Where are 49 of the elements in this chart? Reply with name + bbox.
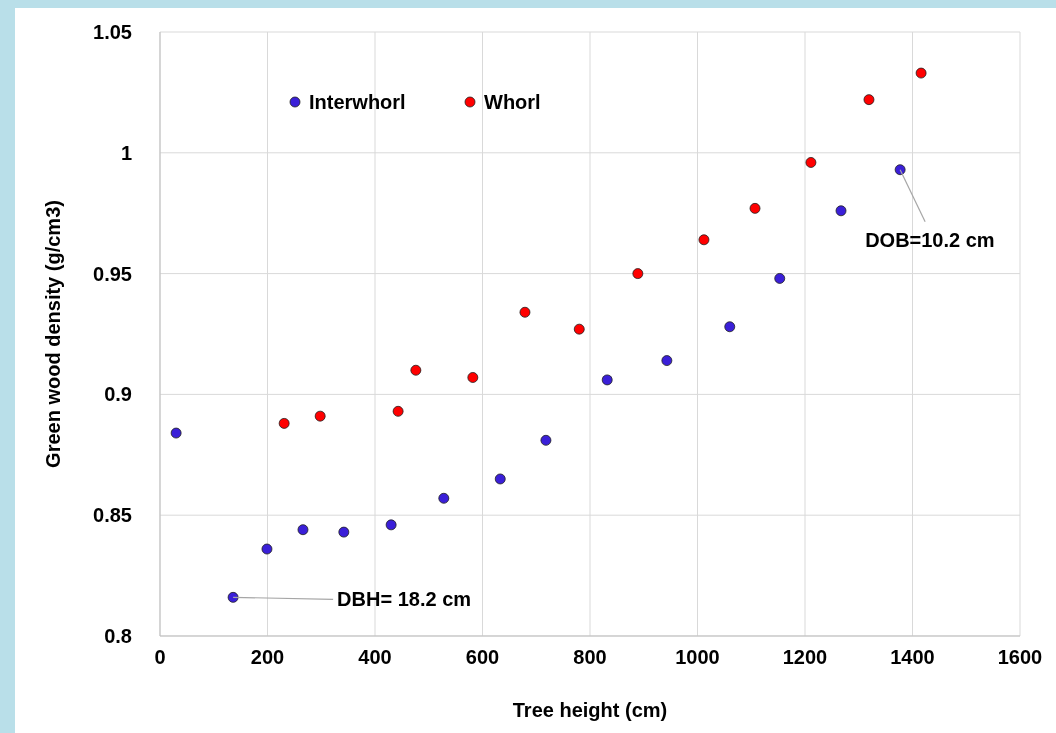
point [601, 374, 613, 386]
y-tick-label: 1.05 [93, 21, 132, 43]
point [632, 268, 644, 279]
point [915, 67, 927, 79]
y-tick-label: 1 [120, 141, 132, 164]
point [661, 355, 673, 366]
x-tick-label: 1400 [890, 646, 935, 668]
x-tick-label: 400 [358, 646, 392, 668]
legend-label: Whorl [484, 91, 541, 113]
y-tick-label: 0.85 [93, 504, 132, 527]
point [338, 526, 350, 538]
point [278, 417, 290, 429]
point [863, 94, 875, 106]
point [774, 273, 786, 284]
x-tick-label: 800 [573, 646, 607, 668]
x-tick-label: 0 [154, 646, 166, 668]
point [835, 205, 847, 217]
point [467, 372, 479, 383]
point [519, 306, 531, 318]
point [438, 492, 450, 504]
point [170, 427, 182, 439]
legend-label: Interwhorl [309, 91, 406, 113]
x-axis-title: Tree height (cm) [512, 699, 668, 721]
point [724, 321, 736, 333]
point [410, 364, 422, 376]
y-tick-label: 0.9 [104, 383, 132, 406]
x-tick-label: 1600 [997, 646, 1043, 668]
point [385, 519, 397, 531]
y-tick-label: 0.8 [104, 625, 132, 647]
point [297, 524, 309, 536]
x-tick-label: 1000 [675, 646, 720, 668]
annotation: DOB=10.2 cm [865, 228, 995, 251]
point [392, 405, 404, 417]
point [805, 157, 817, 168]
point [314, 410, 326, 422]
point [227, 591, 239, 603]
y-axis-title: Green wood density (g/cm3) [42, 200, 64, 468]
point [894, 164, 906, 176]
point [698, 234, 710, 246]
point [261, 543, 273, 555]
point [494, 473, 506, 485]
point [540, 434, 552, 446]
point [573, 323, 585, 335]
y-tick-label: 0.95 [93, 262, 132, 285]
x-tick-label: 600 [465, 646, 500, 668]
x-tick-label: 200 [250, 646, 285, 668]
x-tick-label: 1200 [782, 646, 828, 668]
annotation: DBH= 18.2 cm [337, 588, 472, 611]
point [749, 202, 761, 214]
